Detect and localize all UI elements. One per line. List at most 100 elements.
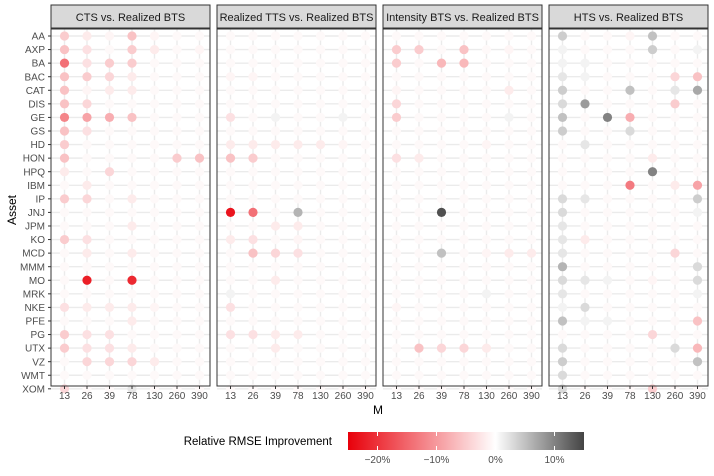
data-point: IBM, M=130: -0.6% bbox=[647, 180, 658, 190]
data-point: MO, M=260: -0.6% bbox=[172, 275, 182, 285]
data-point: JNJ, M=13: -23% bbox=[225, 207, 236, 218]
data-point: BAC, M=13: -1% bbox=[225, 72, 236, 82]
data-point: DIS, M=26: -4% bbox=[82, 99, 92, 109]
legend-tick-label: −10% bbox=[424, 455, 450, 466]
data-point: PG, M=13: -0.6% bbox=[391, 329, 402, 340]
x-tick-label: 78 bbox=[126, 391, 138, 402]
x-axis-ticks: 13 26 39 78 130 260 390 bbox=[391, 386, 540, 402]
data-point: GE, M=13: -5% bbox=[391, 112, 402, 123]
data-point: CAT, M=39: -0.6% bbox=[602, 85, 613, 95]
data-point: BAC, M=260: -0.6% bbox=[172, 72, 182, 82]
data-point: VZ, M=13: -0.6% bbox=[225, 357, 236, 367]
data-point: HPQ, M=13: -0.6% bbox=[391, 167, 402, 177]
data-point: BAC, M=26: -0.6% bbox=[414, 72, 424, 82]
y-tick-label: GE bbox=[31, 113, 46, 124]
data-point: GE, M=78: -0.6% bbox=[459, 112, 469, 123]
data-point: AXP, M=13: -5% bbox=[391, 44, 402, 55]
data-point: MCD, M=78: -3% bbox=[293, 248, 303, 258]
data-points: AA, M=13: -0.6% AA, M=26: -0.6% AA, M=39: … bbox=[225, 31, 371, 394]
x-tick-label: 390 bbox=[191, 391, 208, 402]
data-point: NKE, M=130: -0.6% bbox=[481, 302, 492, 312]
data-point: MO, M=26: -0.6% bbox=[248, 275, 258, 285]
data-point: AA, M=13: 4% bbox=[557, 31, 568, 41]
data-point: IBM, M=78: -0.6% bbox=[293, 180, 303, 190]
data-point: MMM, M=260: -0.6% bbox=[172, 262, 182, 272]
data-point: HD, M=13: -0.6% bbox=[557, 139, 568, 150]
data-point: HD, M=26: 2% bbox=[580, 139, 590, 150]
data-point: MCD, M=26: -0.6% bbox=[414, 248, 424, 258]
data-point: AXP, M=130: 4% bbox=[647, 44, 658, 55]
data-point: JPM, M=390: -0.6% bbox=[194, 221, 205, 231]
data-point: DIS, M=26: -0.6% bbox=[248, 99, 258, 109]
data-point: MMM, M=130: -0.6% bbox=[315, 262, 326, 272]
data-point: UTX, M=39: -0.6% bbox=[602, 343, 613, 353]
data-point: AA, M=260: -0.6% bbox=[172, 31, 182, 41]
data-point: PG, M=130: -4% bbox=[647, 329, 658, 340]
data-point: KO, M=13: -0.6% bbox=[391, 234, 402, 245]
data-point: MO, M=39: -0.6% bbox=[104, 275, 115, 285]
panel-3: Intensity BTS vs. Realized BTS AA, M=13: … bbox=[382, 4, 543, 402]
data-point: IBM, M=78: -13% bbox=[625, 180, 635, 190]
data-point: WMT, M=78: -0.6% bbox=[625, 370, 635, 380]
data-point: VZ, M=26: -4% bbox=[82, 357, 92, 367]
data-point: MRK, M=26: -0.6% bbox=[82, 289, 92, 299]
data-point: NKE, M=39: -0.6% bbox=[436, 302, 447, 312]
data-point: UTX, M=26: -6% bbox=[414, 343, 424, 353]
data-point: AXP, M=78: -5% bbox=[127, 44, 137, 55]
data-point: WMT, M=130: -0.6% bbox=[315, 370, 326, 380]
data-point: PG, M=390: -0.6% bbox=[360, 329, 371, 340]
data-point: DIS, M=39: -0.6% bbox=[270, 99, 281, 109]
data-point: DIS, M=390: -0.6% bbox=[360, 99, 371, 109]
x-tick-label: 390 bbox=[689, 391, 706, 402]
x-tick-label: 78 bbox=[292, 391, 304, 402]
data-point: AXP, M=390: -0.6% bbox=[360, 44, 371, 55]
data-point: GS, M=130: -0.6% bbox=[481, 126, 492, 136]
data-point: WMT, M=39: -0.6% bbox=[270, 370, 281, 380]
data-point: UTX, M=39: -4% bbox=[436, 343, 447, 353]
data-point: WMT, M=130: -0.6% bbox=[647, 370, 658, 380]
data-point: MO, M=130: -0.6% bbox=[315, 275, 326, 285]
data-point: HON, M=390: -0.6% bbox=[360, 153, 371, 163]
data-point: PFE, M=260: -0.6% bbox=[338, 316, 348, 326]
data-point: PFE, M=13: -0.6% bbox=[391, 316, 402, 326]
panel-border bbox=[548, 28, 709, 387]
data-point: MO, M=78: -0.6% bbox=[459, 275, 469, 285]
data-point: WMT, M=39: -0.6% bbox=[602, 370, 613, 380]
data-point: KO, M=130: -0.6% bbox=[315, 234, 326, 245]
data-point: JNJ, M=260: -0.6% bbox=[504, 207, 514, 218]
data-point: MO, M=260: -0.6% bbox=[504, 275, 514, 285]
data-point: IP, M=130: -0.6% bbox=[315, 194, 326, 204]
data-point: IBM, M=390: -0.6% bbox=[194, 180, 205, 190]
data-point: HON, M=39: -0.6% bbox=[602, 153, 613, 163]
data-point: PG, M=390: -0.6% bbox=[692, 329, 703, 340]
data-point: MO, M=13: -0.6% bbox=[59, 275, 70, 285]
data-point: MMM, M=26: -0.6% bbox=[414, 262, 424, 272]
data-point: VZ, M=260: -0.6% bbox=[338, 357, 348, 367]
data-point: VZ, M=390: -0.6% bbox=[194, 357, 205, 367]
data-point: HON, M=130: -0.6% bbox=[149, 153, 160, 163]
data-point: AA, M=390: -0.6% bbox=[526, 31, 537, 41]
data-point: IBM, M=260: -2% bbox=[670, 180, 680, 190]
data-point: IBM, M=130: -0.6% bbox=[481, 180, 492, 190]
data-point: GE, M=26: -9% bbox=[82, 112, 92, 123]
data-point: DIS, M=78: -0.6% bbox=[127, 99, 137, 109]
y-tick-label: KO bbox=[31, 235, 46, 246]
data-point: WMT, M=13: -0.6% bbox=[225, 370, 236, 380]
data-point: MMM, M=39: -0.6% bbox=[436, 262, 447, 272]
data-point: MO, M=26: 2% bbox=[580, 275, 590, 285]
data-point: MO, M=39: -2% bbox=[270, 275, 281, 285]
data-point: HPQ, M=26: -0.6% bbox=[82, 167, 92, 177]
data-point: JPM, M=390: -0.6% bbox=[360, 221, 371, 231]
data-point: JNJ, M=26: -0.6% bbox=[82, 207, 92, 218]
data-point: HD, M=78: -0.6% bbox=[127, 139, 137, 150]
data-point: HON, M=26: -0.6% bbox=[82, 153, 92, 163]
data-point: IBM, M=26: -0.6% bbox=[580, 180, 590, 190]
data-point: AA, M=39: -0.6% bbox=[436, 31, 447, 41]
data-point: IP, M=130: -0.6% bbox=[149, 194, 160, 204]
data-point: DIS, M=130: -0.6% bbox=[647, 99, 658, 109]
data-point: HPQ, M=26: -0.6% bbox=[248, 167, 258, 177]
data-point: GS, M=260: -0.6% bbox=[338, 126, 348, 136]
data-point: JPM, M=78: -0.6% bbox=[625, 221, 635, 231]
legend-tick-label: 10% bbox=[544, 455, 564, 466]
data-point: WMT, M=260: -0.6% bbox=[338, 370, 348, 380]
